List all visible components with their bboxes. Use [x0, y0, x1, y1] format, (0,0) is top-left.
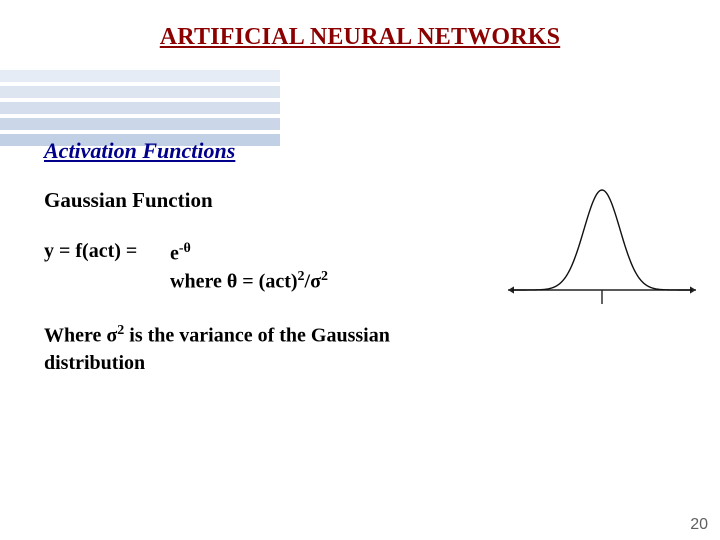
eq-e: e	[170, 243, 179, 265]
eq-exp1: -θ	[179, 241, 191, 256]
eq-sigma: /σ	[305, 270, 321, 292]
page-number: 20	[690, 516, 708, 534]
equation-lhs: y = f(act) =	[44, 240, 137, 263]
function-heading: Gaussian Function	[44, 188, 213, 213]
equation-rhs: e-θ where θ = (act)2/σ2	[170, 240, 328, 295]
eq-exp3: 2	[321, 269, 328, 284]
eq-exp2: 2	[298, 269, 305, 284]
eq-where: where θ = (act)	[170, 270, 298, 292]
variance-note: Where σ2 is the variance of the Gaussian…	[44, 322, 484, 377]
para-pre: Where σ	[44, 325, 117, 347]
gaussian-curve-figure	[502, 172, 702, 322]
slide-title: ARTIFICIAL NEURAL NETWORKS	[0, 24, 720, 51]
section-subtitle: Activation Functions	[44, 138, 235, 164]
